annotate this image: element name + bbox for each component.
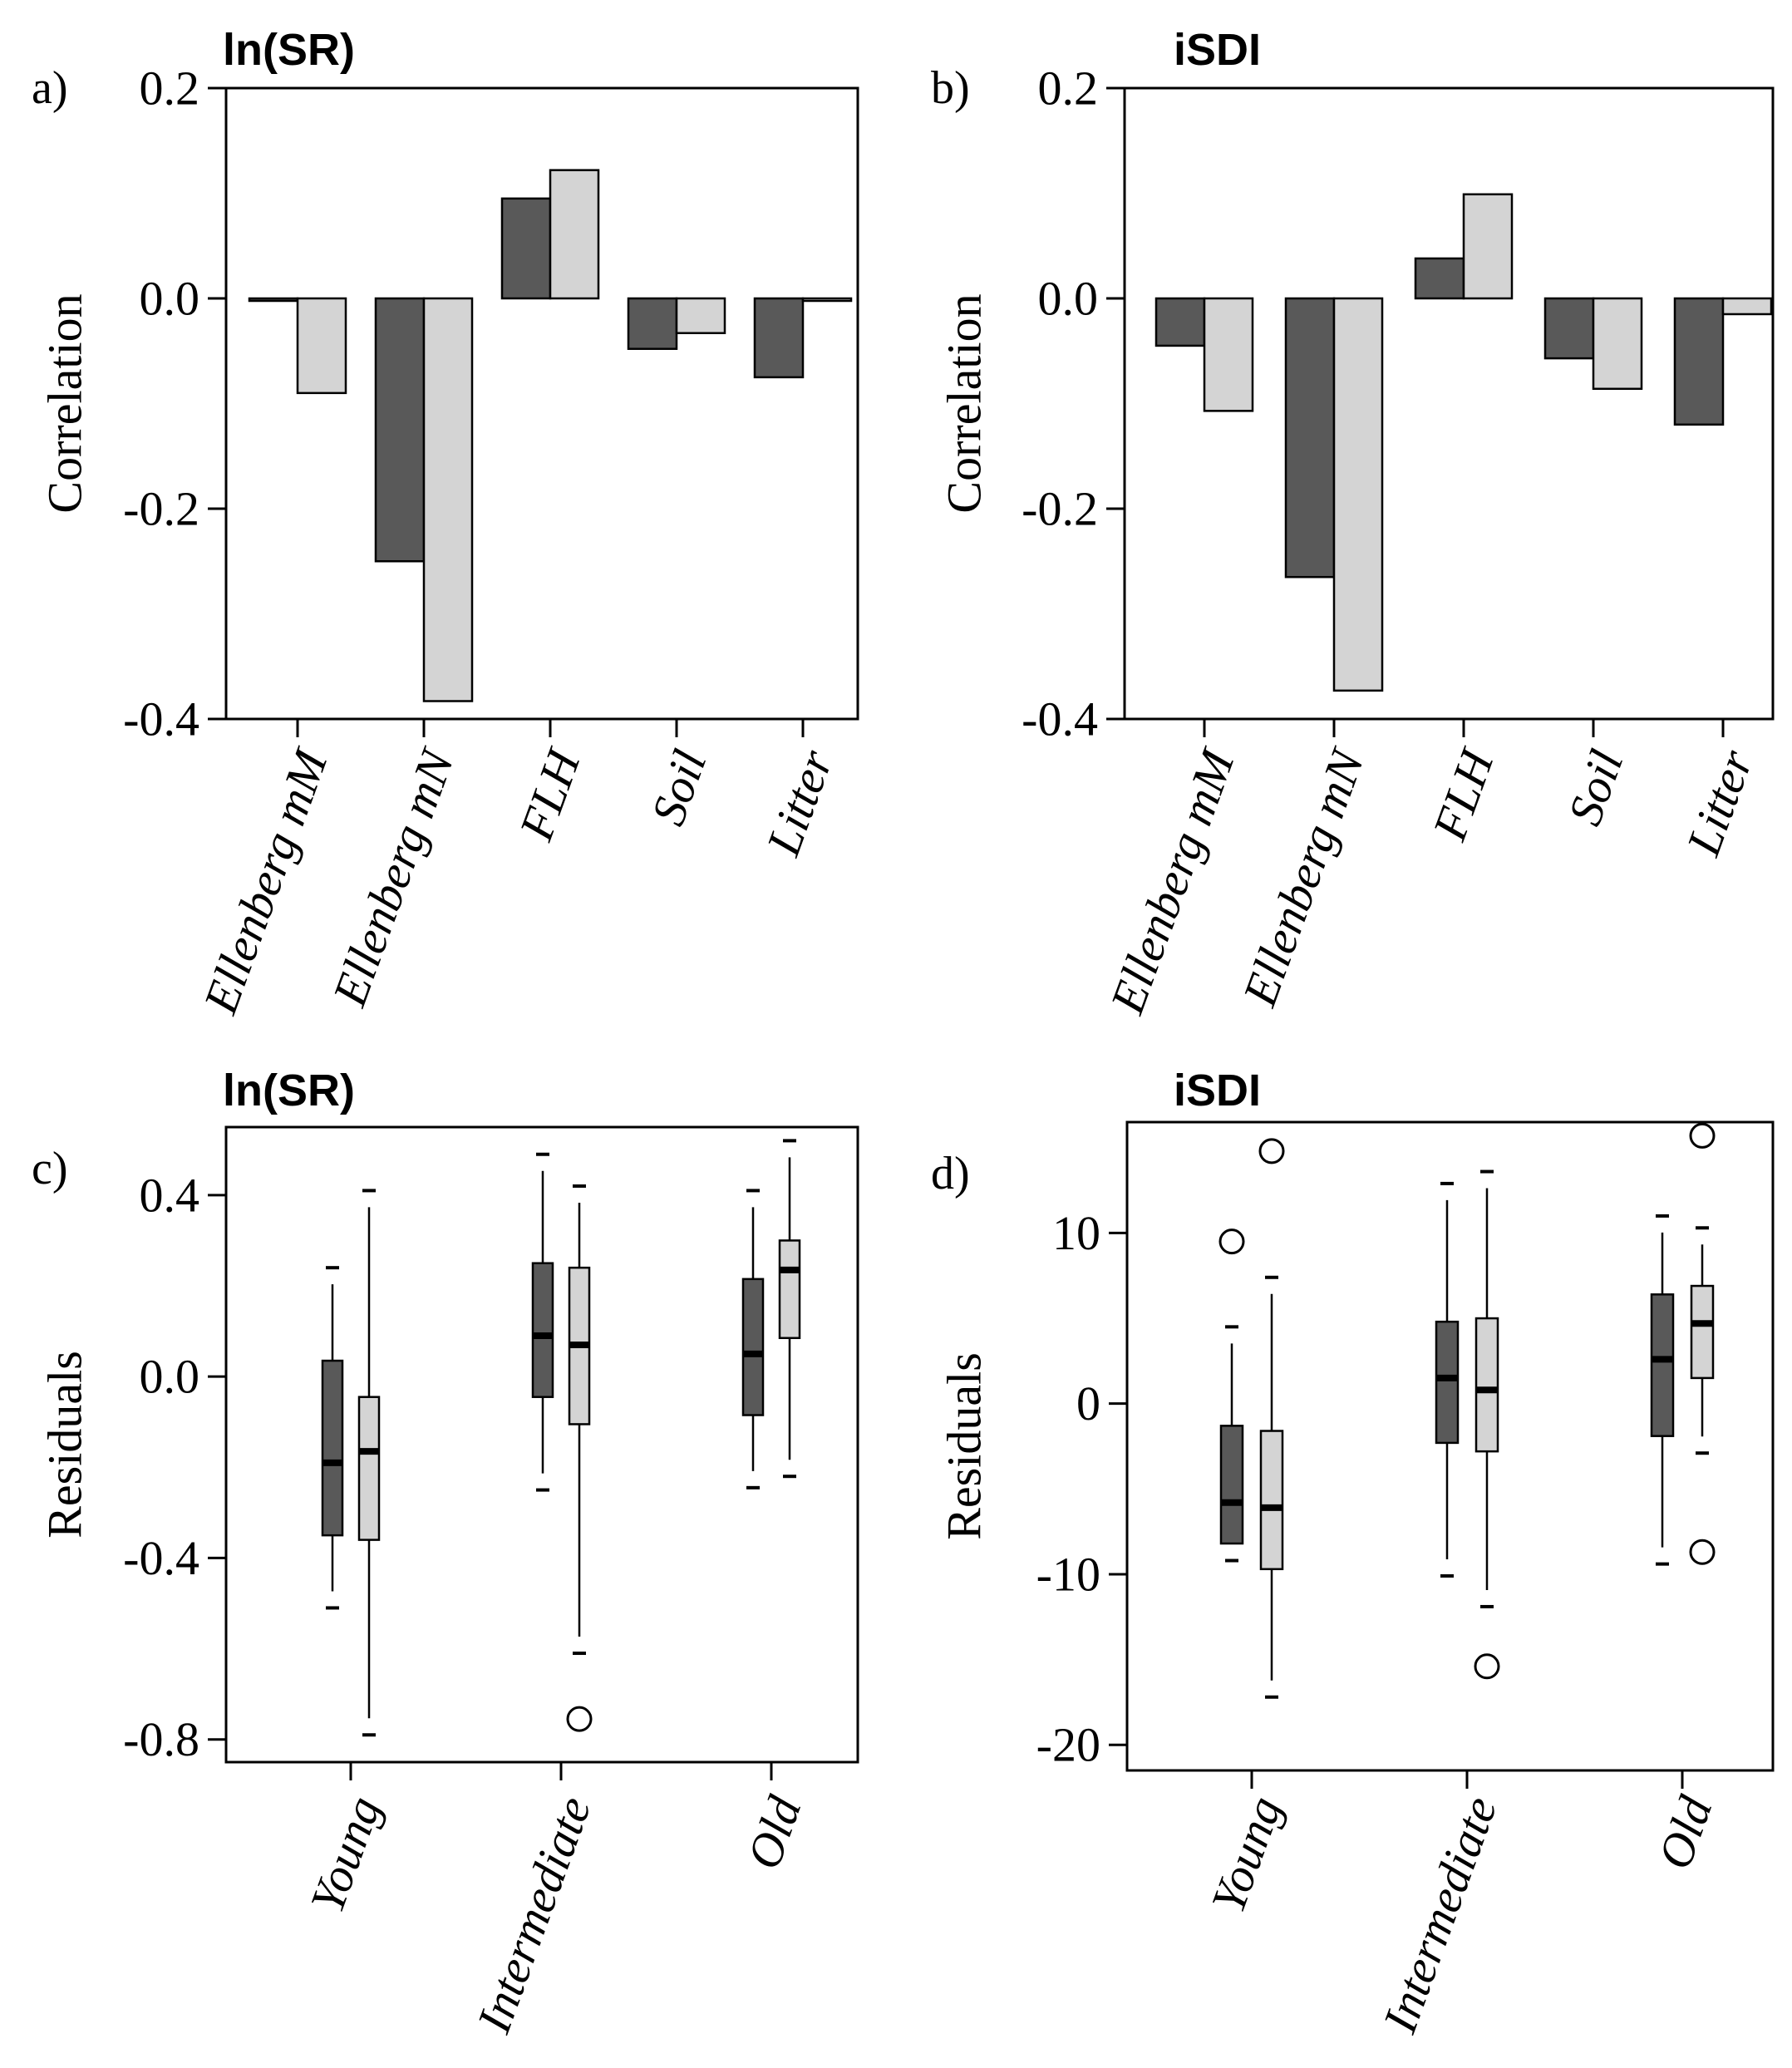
box-light-old [778, 1239, 801, 1340]
bar-dark-2 [1284, 297, 1336, 579]
y-tick-label: -0.2 [1022, 482, 1098, 536]
box-dark-old [1650, 1293, 1675, 1437]
x-category-label: Old [1647, 1789, 1723, 1876]
x-category-label: Soil [641, 743, 717, 832]
y-tick-label: 0.0 [140, 272, 200, 326]
y-tick-label: 0 [1076, 1376, 1100, 1430]
x-category-label: Ellenberg mM [1100, 741, 1246, 1021]
panel-d: iSDI d) Residuals -20 -10 0 10 Young Intermediat… [931, 1066, 1775, 2041]
y-tick-label: -0.4 [123, 1531, 199, 1585]
y-tick-label: -10 [1036, 1547, 1100, 1601]
panel-label: d) [931, 1148, 970, 1199]
y-axis-label: Residuals [938, 1352, 992, 1540]
bar-dark-3 [500, 197, 552, 300]
x-category-label: Young [1201, 1790, 1292, 1920]
bar-light-2 [1332, 297, 1384, 692]
x-category-label: Soil [1558, 743, 1634, 832]
outlier-point [1474, 1653, 1500, 1680]
y-tick-label: 0.2 [1038, 62, 1099, 116]
x-category-label: Ellenberg mN [322, 741, 465, 1014]
panel-label: a) [32, 62, 68, 114]
box-light-old [1690, 1284, 1715, 1380]
bar-dark-1 [1154, 297, 1206, 347]
y-tick-label: -0.4 [123, 692, 199, 746]
outlier-point [1258, 1138, 1285, 1164]
y-tick-label: 0.2 [140, 62, 200, 116]
x-category-label: FLH [1422, 741, 1505, 848]
plot-frame [1123, 86, 1775, 721]
panel-c: ln(SR) c) Residuals -0.8 -0.4 0.0 0.4 Young Inte… [32, 1066, 859, 2041]
box-dark-young [1219, 1425, 1244, 1545]
bar-dark-5 [1673, 297, 1725, 426]
outlier-point [1689, 1539, 1716, 1565]
bar-light-1 [296, 297, 347, 395]
y-tick-label: 0.4 [140, 1168, 200, 1222]
x-category-label: Litter [1676, 742, 1764, 863]
x-category-label: Ellenberg mM [193, 741, 339, 1021]
box-dark-intermediate [1435, 1320, 1460, 1445]
panel-a: ln(SR) a) Correlation -0.4 -0.2 0.0 0.2 Ellenbe… [32, 25, 859, 1021]
y-tick-label: -0.4 [1022, 692, 1098, 746]
y-tick-label: -20 [1036, 1718, 1100, 1772]
y-axis-label: Residuals [38, 1351, 92, 1539]
outlier-point [566, 1706, 593, 1732]
box-dark-intermediate [531, 1262, 554, 1398]
outlier-point [1689, 1122, 1716, 1149]
panel-b: iSDI b) Correlation -0.4 -0.2 0.0 0.2 Ellenberg… [931, 25, 1775, 1021]
box-dark-young [321, 1359, 344, 1537]
bar-dark-3 [1414, 257, 1465, 300]
y-tick-label: 0.0 [1038, 272, 1099, 326]
bar-dark-4 [627, 297, 678, 350]
x-category-label: FLH [509, 741, 592, 848]
bar-light-3 [549, 169, 600, 300]
bar-light-5 [1721, 297, 1773, 316]
outlier-point [1218, 1228, 1245, 1255]
x-category-label: Ellenberg mN [1232, 741, 1376, 1014]
y-tick-label: 0.0 [140, 1350, 200, 1404]
bar-light-1 [1203, 297, 1254, 412]
y-tick-label: -0.8 [123, 1712, 199, 1766]
bar-dark-1 [248, 297, 299, 303]
y-axis-label: Correlation [38, 293, 92, 513]
panel-label: c) [32, 1143, 68, 1194]
x-category-label: Young [300, 1790, 391, 1920]
box-light-young [1259, 1430, 1284, 1571]
bar-dark-5 [753, 297, 805, 379]
box-dark-old [741, 1278, 765, 1416]
bar-dark-2 [374, 297, 426, 563]
bar-light-3 [1462, 193, 1514, 300]
chart-title: ln(SR) [223, 1066, 355, 1115]
bar-light-2 [422, 297, 474, 702]
plot-frame [1125, 1120, 1775, 1772]
y-tick-label: 10 [1052, 1206, 1100, 1260]
y-tick-label: -0.2 [123, 482, 199, 536]
x-category-label: Litter [756, 742, 844, 863]
bar-light-5 [801, 297, 853, 303]
chart-title: iSDI [1174, 25, 1261, 75]
bar-light-4 [675, 297, 726, 334]
plot-frame [224, 1125, 859, 1764]
box-light-young [357, 1396, 381, 1541]
x-category-label: Intermediate [1372, 1790, 1508, 2041]
x-category-label: Intermediate [466, 1790, 602, 2041]
chart-title: iSDI [1174, 1066, 1261, 1115]
bar-light-4 [1592, 297, 1643, 391]
box-light-intermediate [1474, 1317, 1499, 1453]
y-axis-label: Correlation [938, 293, 992, 513]
panel-label: b) [931, 62, 970, 114]
bar-dark-4 [1543, 297, 1595, 360]
plot-frame [224, 86, 859, 721]
x-category-label: Old [736, 1789, 812, 1876]
chart-title: ln(SR) [223, 25, 355, 75]
